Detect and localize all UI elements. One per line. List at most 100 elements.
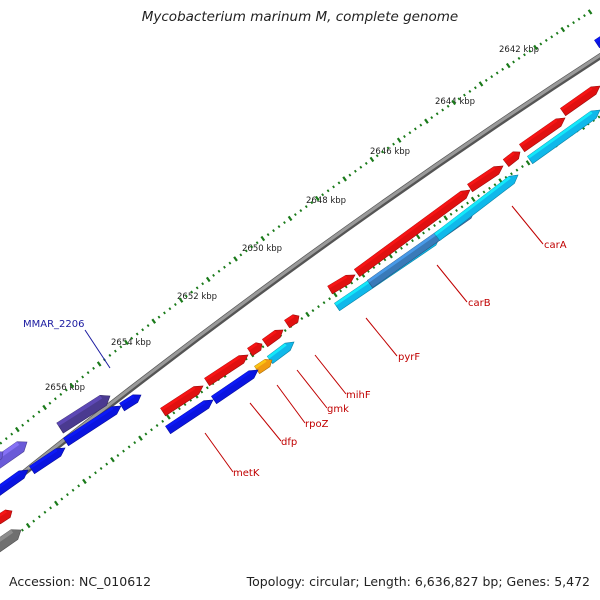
ruler-dot: [184, 294, 188, 298]
ruler-dot: [110, 456, 115, 463]
leader-dfp: [249, 402, 282, 442]
ruler-dot: [326, 189, 330, 193]
gene-feature-arrow: [165, 399, 214, 435]
gene-feature-arrow: [204, 354, 249, 387]
ruler-dot: [495, 71, 499, 75]
ruler-dot: [86, 371, 90, 375]
ruler-dot: [433, 224, 436, 228]
ruler-dot: [49, 506, 53, 510]
ruler-dot: [484, 78, 488, 82]
ruler-dot: [322, 301, 326, 305]
ruler-dot: [544, 38, 548, 42]
gene-feature-arrow: [519, 117, 566, 153]
ruler-dot: [482, 190, 486, 194]
ruler-dot: [71, 488, 75, 492]
ruler-dot: [299, 209, 303, 213]
ruler-dot: [415, 234, 421, 240]
label-leader-lines: [84, 205, 544, 473]
ruler-dot: [328, 297, 332, 301]
gene-feature-arrow: [433, 174, 519, 241]
ruler-dot: [408, 131, 412, 135]
gene-feature-arrow: [353, 189, 471, 278]
ruler-dot: [228, 261, 232, 265]
ruler-dot: [66, 493, 69, 497]
map-title: Mycobacterium marinum M, complete genome: [141, 9, 459, 25]
ruler-dot: [133, 441, 137, 445]
ruler-dot: [42, 404, 47, 411]
ruler-dot: [555, 31, 559, 35]
ruler-dot: [539, 42, 543, 46]
ruler-dot: [155, 424, 159, 428]
ruler-dot: [150, 428, 153, 432]
ruler-dot: [457, 97, 461, 101]
ruler-dot: [310, 201, 314, 205]
ruler-dot: [172, 411, 176, 415]
ruler-dot: [525, 160, 531, 166]
ruler-dot: [405, 242, 409, 246]
ruler-label-2648: 2648 kbp: [306, 196, 346, 206]
ruler-dot: [572, 21, 575, 25]
ruler-dot: [449, 212, 453, 216]
ruler-dot: [369, 156, 375, 163]
ruler-dot: [161, 419, 165, 423]
ruler-dot: [122, 449, 125, 453]
ruler-dot: [438, 220, 442, 224]
ruler-dot: [260, 235, 266, 242]
leader-MMAR_2206: [84, 329, 111, 369]
ruler-dot: [521, 165, 524, 169]
ruler-inner-track: [0, 115, 600, 551]
ruler-dot: [386, 146, 390, 150]
ruler-dot: [383, 258, 387, 262]
ruler-dot: [478, 81, 484, 87]
ruler-dot: [566, 24, 570, 28]
ruler-dot: [157, 315, 161, 319]
ruler-dot: [283, 221, 286, 225]
ruler-dot: [217, 269, 221, 273]
gene-features: [0, 35, 600, 554]
ruler-dot: [375, 154, 379, 158]
ruler-dot: [353, 169, 357, 173]
ruler-dot: [94, 471, 97, 475]
ruler-dot: [355, 277, 359, 281]
ruler-dot: [451, 99, 457, 106]
ruler-dot: [15, 426, 20, 433]
ruler-dot: [339, 289, 343, 293]
ruler-dot: [146, 324, 150, 328]
ruler-dot: [587, 9, 593, 15]
ruler-label-2656: 2656 kbp: [45, 383, 85, 393]
ruler-labels: 2642 kbp 2644 kbp 2646 kbp 2648 kbp 2650…: [45, 45, 539, 393]
ruler-dot: [550, 35, 554, 39]
ruler-dot: [460, 205, 464, 209]
leader-pyrF: [365, 317, 398, 357]
ruler-dot: [364, 161, 368, 165]
gene-feature-arrow: [0, 469, 29, 502]
ruler-dot: [577, 17, 581, 21]
gene-label-carB: carB: [468, 298, 491, 309]
ruler-dot: [168, 307, 172, 311]
ruler-dot: [413, 127, 417, 131]
ruler-dot: [441, 108, 445, 112]
ruler-dot: [0, 441, 3, 445]
ruler-dot: [244, 249, 248, 253]
gene-label-metK: metK: [233, 468, 260, 479]
ruler-dot: [512, 60, 515, 64]
leader-mihF: [314, 354, 347, 395]
ruler-dot: [473, 86, 477, 90]
ruler-dot: [419, 123, 423, 127]
ruler-dot: [477, 194, 480, 198]
ruler-dot: [205, 276, 211, 283]
ruler-dot: [21, 423, 25, 427]
leader-rpoZ: [276, 384, 306, 424]
ruler-dot: [116, 453, 120, 457]
ruler-dot: [82, 478, 87, 485]
ruler-dot: [283, 329, 287, 333]
gene-feature-arrow: [261, 329, 284, 348]
ruler-dot: [92, 366, 95, 370]
leader-carB: [436, 264, 468, 303]
ruler-dot: [250, 245, 254, 249]
ruler-dot: [528, 49, 532, 53]
ruler-dot: [141, 328, 145, 332]
ruler-dot: [315, 195, 320, 202]
ruler-dot: [321, 193, 325, 197]
